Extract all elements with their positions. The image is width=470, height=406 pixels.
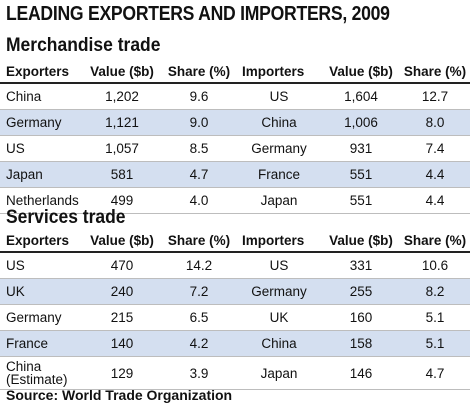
services-section-title: Services trade	[6, 207, 126, 228]
table-row: Germany 1,121 9.0 China 1,006 8.0	[0, 109, 470, 136]
cell-import-share: 8.2	[400, 278, 470, 305]
table-row: US 470 14.2 US 331 10.6	[0, 252, 470, 279]
table-row: Germany 215 6.5 UK 160 5.1	[0, 304, 470, 331]
cell-importer-name: UK	[236, 304, 322, 331]
merchandise-trade-table: Exporters Value ($b) Share (%) Importers Val…	[0, 60, 470, 214]
cell-import-value: 931	[322, 135, 400, 162]
column-header-importer-name: Importers	[236, 60, 322, 84]
cell-export-value: 240	[82, 278, 162, 305]
cell-import-share: 8.0	[400, 109, 470, 136]
column-header-exporter-name: Exporters	[0, 60, 82, 84]
cell-importer-name: Japan	[236, 356, 322, 390]
cell-export-share: 4.0	[162, 187, 236, 214]
cell-export-share: 9.0	[162, 109, 236, 136]
services-trade-table: Exporters Value ($b) Share (%) Importers Val…	[0, 229, 470, 390]
cell-export-value: 1,121	[82, 109, 162, 136]
cell-import-value: 1,006	[322, 109, 400, 136]
cell-export-share: 3.9	[162, 356, 236, 390]
cell-import-share: 4.4	[400, 187, 470, 214]
table-row: China (Estimate) 129 3.9 Japan 146 4.7	[0, 356, 470, 390]
column-header-export-value: Value ($b)	[82, 229, 162, 253]
cell-exporter-name: Germany	[0, 109, 82, 136]
cell-export-value: 499	[82, 187, 162, 214]
cell-export-value: 581	[82, 161, 162, 188]
column-header-export-value: Value ($b)	[82, 60, 162, 84]
cell-import-share: 5.1	[400, 304, 470, 331]
cell-import-share: 4.7	[400, 356, 470, 390]
cell-import-share: 12.7	[400, 83, 470, 110]
cell-importer-name: Germany	[236, 278, 322, 305]
cell-exporter-name: Japan	[0, 161, 82, 188]
cell-import-value: 331	[322, 252, 400, 279]
table-row: UK 240 7.2 Germany 255 8.2	[0, 278, 470, 305]
cell-importer-name: Germany	[236, 135, 322, 162]
cell-export-share: 4.2	[162, 330, 236, 357]
table-header: Exporters Value ($b) Share (%) Importers Val…	[0, 229, 470, 253]
cell-export-share: 9.6	[162, 83, 236, 110]
cell-export-share: 8.5	[162, 135, 236, 162]
cell-import-value: 1,604	[322, 83, 400, 110]
cell-export-share: 4.7	[162, 161, 236, 188]
cell-import-share: 4.4	[400, 161, 470, 188]
cell-export-share: 7.2	[162, 278, 236, 305]
table-row: US 1,057 8.5 Germany 931 7.4	[0, 135, 470, 162]
merchandise-section-title: Merchandise trade	[6, 35, 161, 56]
cell-exporter-name: Germany	[0, 304, 82, 331]
cell-import-share: 7.4	[400, 135, 470, 162]
cell-export-value: 140	[82, 330, 162, 357]
cell-import-value: 158	[322, 330, 400, 357]
cell-importer-name: China	[236, 330, 322, 357]
cell-exporter-name: China	[0, 83, 82, 110]
column-header-import-value: Value ($b)	[322, 60, 400, 84]
cell-export-value: 215	[82, 304, 162, 331]
column-header-import-value: Value ($b)	[322, 229, 400, 253]
cell-export-value: 129	[82, 356, 162, 390]
cell-import-value: 255	[322, 278, 400, 305]
column-header-import-share: Share (%)	[400, 60, 470, 84]
cell-export-value: 1,057	[82, 135, 162, 162]
cell-import-share: 10.6	[400, 252, 470, 279]
column-header-importer-name: Importers	[236, 229, 322, 253]
cell-exporter-name: US	[0, 252, 82, 279]
column-header-import-share: Share (%)	[400, 229, 470, 253]
cell-export-share: 14.2	[162, 252, 236, 279]
cell-exporter-name: Netherlands	[0, 187, 82, 214]
cell-import-value: 551	[322, 187, 400, 214]
infographic-title: LEADING EXPORTERS AND IMPORTERS, 2009	[6, 3, 390, 25]
cell-importer-name: France	[236, 161, 322, 188]
cell-export-share: 6.5	[162, 304, 236, 331]
cell-exporter-name: UK	[0, 278, 82, 305]
cell-importer-name: Japan	[236, 187, 322, 214]
cell-exporter-name: US	[0, 135, 82, 162]
cell-import-value: 160	[322, 304, 400, 331]
cell-export-value: 470	[82, 252, 162, 279]
column-header-export-share: Share (%)	[162, 229, 236, 253]
cell-import-share: 5.1	[400, 330, 470, 357]
table-header: Exporters Value ($b) Share (%) Importers Val…	[0, 60, 470, 84]
column-header-export-share: Share (%)	[162, 60, 236, 84]
column-header-exporter-name: Exporters	[0, 229, 82, 253]
table-row: Netherlands 499 4.0 Japan 551 4.4	[0, 187, 470, 214]
table-row: Japan 581 4.7 France 551 4.4	[0, 161, 470, 188]
cell-exporter-name: China (Estimate)	[0, 356, 82, 390]
source-note: Source: World Trade Organization	[6, 387, 233, 403]
cell-import-value: 551	[322, 161, 400, 188]
cell-import-value: 146	[322, 356, 400, 390]
table-row: China 1,202 9.6 US 1,604 12.7	[0, 83, 470, 110]
cell-importer-name: US	[236, 252, 322, 279]
cell-importer-name: US	[236, 83, 322, 110]
table-row: France 140 4.2 China 158 5.1	[0, 330, 470, 357]
cell-exporter-name: France	[0, 330, 82, 357]
cell-importer-name: China	[236, 109, 322, 136]
cell-export-value: 1,202	[82, 83, 162, 110]
